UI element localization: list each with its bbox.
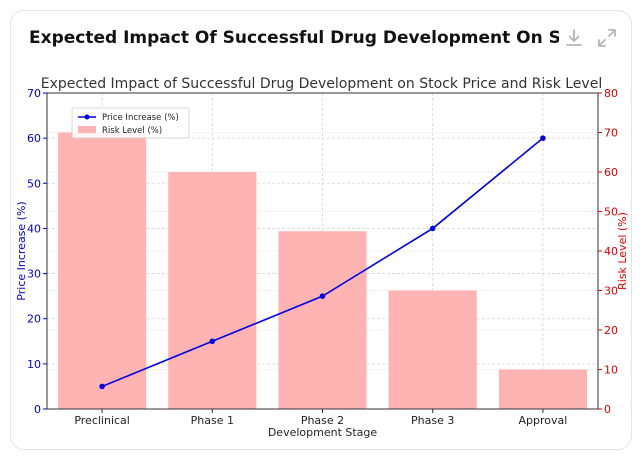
- y-axis-label-right: Risk Level (%): [616, 212, 629, 290]
- bar-risk-preclinical: [58, 132, 147, 409]
- point-price-approval: [540, 135, 546, 141]
- card-title: Expected Impact Of Successful Drug Devel…: [29, 28, 559, 48]
- ytick-left-label: 30: [27, 268, 41, 281]
- legend-label-risk: Risk Level (%): [102, 126, 162, 136]
- x-axis-label: Development Stage: [268, 426, 378, 439]
- xtick-label: Phase 2: [301, 414, 344, 427]
- expand-icon[interactable]: [596, 27, 618, 49]
- ytick-right-label: 60: [604, 166, 618, 179]
- point-price-phase-3: [429, 225, 436, 232]
- ytick-right-label: 20: [604, 324, 618, 337]
- y-axis-label-left: Price Increase (%): [15, 201, 28, 300]
- bar-risk-phase-3: [388, 290, 477, 409]
- bar-risk-phase-1: [168, 172, 257, 409]
- download-icon[interactable]: [563, 27, 585, 49]
- point-price-phase-2: [319, 293, 326, 299]
- ytick-right-label: 40: [604, 245, 618, 258]
- xtick-label: Approval: [518, 414, 567, 427]
- xtick-label: Preclinical: [74, 414, 130, 427]
- legend-label-price: Price Increase (%): [102, 113, 179, 123]
- ytick-left-label: 0: [34, 403, 41, 416]
- chart-title: Expected Impact of Successful Drug Devel…: [41, 76, 602, 92]
- ytick-right-label: 50: [604, 206, 618, 219]
- xtick-label: Phase 1: [191, 414, 234, 427]
- legend-box: [71, 107, 190, 139]
- ytick-left-label: 50: [27, 177, 41, 190]
- legend-bar-swatch: [78, 126, 96, 133]
- ytick-left-label: 20: [27, 313, 41, 326]
- point-price-preclinical: [99, 383, 105, 390]
- ytick-right-label: 10: [604, 364, 618, 377]
- ytick-right-label: 70: [604, 127, 618, 140]
- bar-risk-approval: [498, 369, 587, 409]
- ytick-left-label: 40: [27, 222, 41, 235]
- ytick-right-label: 30: [604, 285, 618, 298]
- xtick-label: Phase 3: [411, 414, 454, 427]
- ytick-right-label: 0: [604, 403, 611, 416]
- ytick-left-label: 70: [27, 87, 41, 100]
- ytick-left-label: 10: [27, 358, 41, 371]
- ytick-right-label: 80: [604, 87, 618, 100]
- legend-line-marker: [84, 114, 90, 120]
- bar-risk-phase-2: [278, 231, 367, 409]
- ytick-left-label: 60: [27, 132, 41, 145]
- point-price-phase-1: [209, 338, 216, 345]
